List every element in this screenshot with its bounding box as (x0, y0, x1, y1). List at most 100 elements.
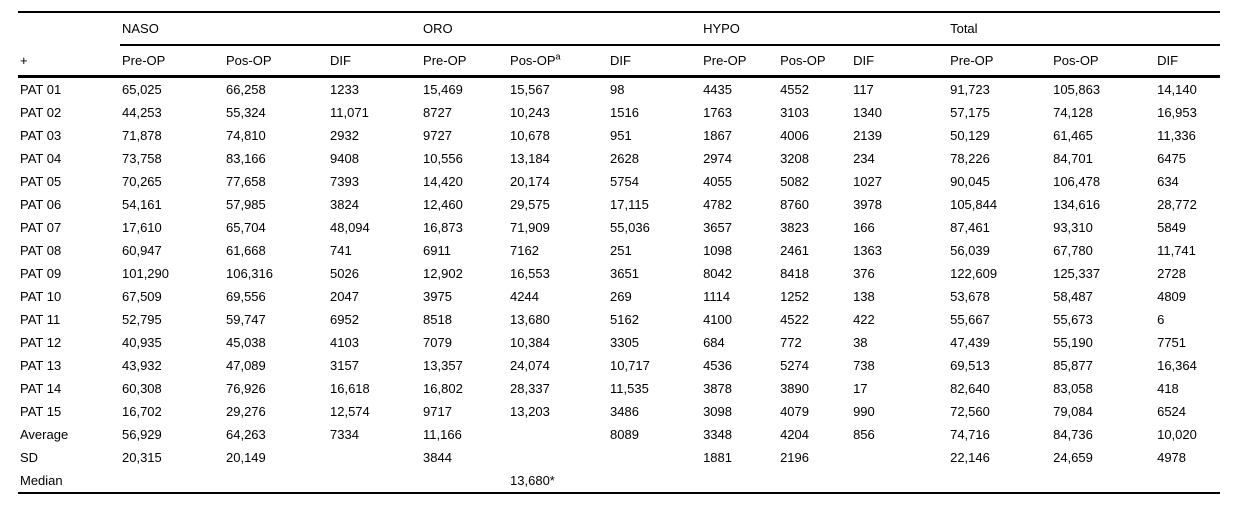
cell: 9408 (330, 151, 359, 166)
cell: 3651 (610, 266, 639, 281)
row-label: PAT 14 (20, 381, 62, 396)
cell (1155, 469, 1220, 493)
cell: 53,678 (950, 289, 990, 304)
cell: 48,094 (330, 220, 370, 235)
cell: 14,140 (1157, 82, 1197, 97)
cell: 951 (610, 128, 632, 143)
cell: 5026 (330, 266, 359, 281)
cell: 10,678 (510, 128, 550, 143)
cell: 772 (780, 335, 802, 350)
cell: 741 (330, 243, 352, 258)
cell: 20,174 (510, 174, 550, 189)
cell: 77,658 (226, 174, 266, 189)
cell (608, 469, 701, 493)
cell: 2196 (780, 450, 809, 465)
cell: 106,316 (226, 266, 273, 281)
cell: 16,553 (510, 266, 550, 281)
row-label: PAT 08 (20, 243, 62, 258)
cell: 55,673 (1053, 312, 1093, 327)
group-header-row: NASO ORO HYPO Total (18, 12, 1221, 46)
group-header-naso: NASO (120, 12, 422, 46)
cell: 4809 (1157, 289, 1187, 304)
cell: 4204 (780, 427, 809, 442)
cell (120, 469, 224, 493)
cell: 10,717 (610, 358, 650, 373)
cell: 85,877 (1053, 358, 1093, 373)
cell: 17,115 (610, 197, 649, 212)
cell: 418 (1157, 381, 1179, 396)
table-row: PAT 02 44,253 55,324 11,071 8727 10,243 1516 17… (18, 101, 1220, 124)
cell: 10,384 (510, 335, 550, 350)
column-header-pre-op-3: Pre-OP (421, 45, 509, 78)
cell: 61,668 (226, 243, 266, 258)
cell: 8089 (610, 427, 639, 442)
cell: 269 (610, 289, 632, 304)
cell: 4978 (1157, 450, 1187, 465)
cell: 20,149 (226, 450, 266, 465)
row-label: SD (20, 450, 39, 465)
cell: 7079 (423, 335, 452, 350)
cell: 12,574 (330, 404, 370, 419)
cell: 54,161 (122, 197, 162, 212)
table-row: PAT 10 67,509 69,556 2047 3975 4244 269 1114 125… (18, 285, 1220, 308)
cell: 61,465 (1053, 128, 1093, 143)
cell: 79,084 (1053, 404, 1093, 419)
column-header-pos-op-10: Pos-OP (1051, 45, 1156, 78)
cell: 11,071 (330, 105, 369, 120)
table-row: PAT 13 43,932 47,089 3157 13,357 24,074 10,717… (18, 354, 1220, 377)
cell: 4244 (510, 289, 539, 304)
cell: 16,618 (330, 381, 370, 396)
cell: 3844 (423, 450, 452, 465)
table-row: PAT 01 65,025 66,258 1233 15,469 15,567 98 4435… (18, 77, 1220, 102)
cell: 58,487 (1053, 289, 1093, 304)
cell (701, 469, 778, 493)
cell: 84,701 (1053, 151, 1093, 166)
cell: 5274 (780, 358, 809, 373)
cell: 72,560 (950, 404, 990, 419)
cell: 47,089 (226, 358, 266, 373)
cell: 125,337 (1053, 266, 1101, 281)
cell: 3890 (780, 381, 809, 396)
corner-spacer (18, 12, 120, 45)
cell: 1763 (703, 105, 732, 120)
cell: 17 (853, 381, 868, 396)
cell: 69,513 (950, 358, 990, 373)
cell (508, 423, 608, 446)
cell: 1027 (853, 174, 882, 189)
cell: 98 (610, 82, 625, 97)
cell: 4100 (703, 312, 732, 327)
cell: 5754 (610, 174, 639, 189)
cell: 55,190 (1053, 335, 1093, 350)
cell: 83,058 (1053, 381, 1093, 396)
footnote-marker: a (555, 51, 561, 62)
cell: 45,038 (226, 335, 266, 350)
cell: 6952 (330, 312, 359, 327)
cell: 11,166 (423, 427, 462, 442)
cell: 422 (853, 312, 875, 327)
cell: 4522 (780, 312, 809, 327)
cell: 3978 (853, 197, 882, 212)
cell: 7751 (1157, 335, 1187, 350)
cell: 2728 (1157, 266, 1187, 281)
cell: 1340 (853, 105, 882, 120)
table-row: PAT 12 40,935 45,038 4103 7079 10,384 3305 684 7… (18, 331, 1220, 354)
cell: 3103 (780, 105, 809, 120)
row-label: PAT 15 (20, 404, 62, 419)
table-row: PAT 14 60,308 76,926 16,618 16,802 28,337 11,5… (18, 377, 1220, 400)
column-header-dif-8: DIF (851, 45, 949, 78)
cell (508, 446, 608, 469)
table-row: PAT 03 71,878 74,810 2932 9727 10,678 951 1867 4… (18, 124, 1220, 147)
cell: 7393 (330, 174, 359, 189)
cell: 43,932 (122, 358, 162, 373)
cell (328, 469, 421, 493)
cell: 166 (853, 220, 875, 235)
cell: 16,802 (423, 381, 463, 396)
cell: 84,736 (1053, 427, 1093, 442)
cell (851, 446, 948, 469)
row-label: PAT 13 (20, 358, 62, 373)
table-row: Median 13,680* (18, 469, 1220, 493)
cell: 4782 (703, 197, 732, 212)
row-label: PAT 10 (20, 289, 62, 304)
cell: 12,460 (423, 197, 463, 212)
cell: 738 (853, 358, 875, 373)
